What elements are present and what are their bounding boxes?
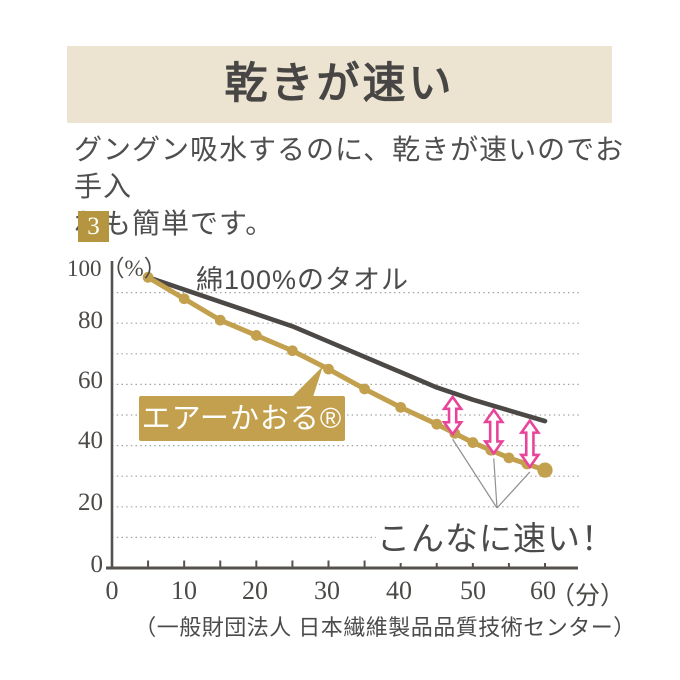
x-tick-label-60: 60: [530, 576, 556, 605]
series-callout-air-kaoru: エアーかおる®: [139, 396, 345, 441]
figure-number: 3: [87, 213, 100, 240]
data-point-marker: [537, 462, 553, 478]
data-point-marker: [467, 437, 479, 448]
gap-annotation: こんなに速い！: [376, 511, 616, 563]
gap-arrow: [482, 407, 505, 456]
data-point-marker: [431, 418, 443, 430]
x-tick-label-50: 50: [460, 576, 486, 605]
y-tick-label-60: 60: [78, 367, 103, 394]
description-text: グングン吸水するのに、乾きが速いのでお手入 れも簡単です。: [74, 134, 625, 239]
page-title: 乾きが速い: [224, 60, 455, 108]
data-point-marker: [287, 345, 298, 357]
data-point-marker: [142, 271, 154, 283]
data-point-marker: [323, 363, 334, 375]
data-point-marker: [250, 330, 262, 341]
y-tick-label-40: 40: [78, 427, 103, 454]
data-point-marker: [214, 314, 226, 326]
annotation-connector-line: [493, 458, 498, 509]
x-tick-label-30: 30: [314, 576, 340, 605]
x-tick-label-40: 40: [386, 576, 412, 605]
data-point-marker: [395, 401, 407, 413]
data-point-marker: [503, 452, 515, 464]
data-point-marker: [359, 383, 370, 395]
y-tick-label-0: 0: [90, 551, 104, 578]
gap-arrow: [441, 394, 464, 437]
annotation-connector-line: [496, 471, 531, 509]
y-tick-label-80: 80: [78, 307, 103, 334]
series-callout-text: エアーかおる®: [141, 403, 343, 435]
x-tick-label-20: 20: [242, 576, 268, 605]
callout-pointer: [289, 366, 323, 400]
y-tick-label-20: 20: [78, 489, 103, 516]
source-attribution: （一般財団法人 日本繊維製品品質技術センター）: [134, 615, 636, 640]
x-tick-label-0: 0: [105, 576, 119, 605]
series-label-cotton: 綿100%のタオル: [196, 265, 410, 295]
data-point-marker: [178, 293, 190, 305]
title-banner: 乾きが速い: [67, 46, 612, 123]
series-line-cotton: [145, 274, 548, 424]
figure-number-badge: 3: [78, 211, 109, 242]
x-axis-unit-label: （分）: [550, 583, 626, 610]
y-axis-max-label: 100（%）: [67, 256, 167, 281]
x-tick-label-10: 10: [171, 576, 197, 605]
annotation-connector-line: [452, 438, 498, 509]
gap-arrow: [518, 418, 541, 470]
